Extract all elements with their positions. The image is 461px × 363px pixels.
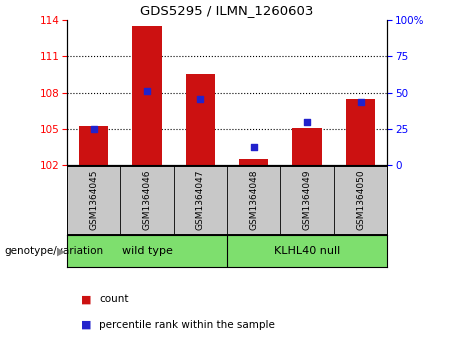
Bar	[346, 99, 375, 165]
Text: ▶: ▶	[57, 246, 65, 256]
Text: ■: ■	[81, 294, 91, 305]
Text: GSM1364046: GSM1364046	[142, 170, 152, 230]
Title: GDS5295 / ILMN_1260603: GDS5295 / ILMN_1260603	[140, 4, 314, 17]
Text: GSM1364047: GSM1364047	[196, 170, 205, 230]
Text: GSM1364048: GSM1364048	[249, 170, 258, 230]
Bar	[132, 26, 162, 165]
Bar	[292, 128, 322, 165]
Point	[143, 89, 151, 94]
Text: GSM1364049: GSM1364049	[302, 170, 312, 230]
Text: genotype/variation: genotype/variation	[5, 246, 104, 256]
Text: count: count	[99, 294, 129, 305]
Text: KLHL40 null: KLHL40 null	[274, 246, 340, 256]
Text: GSM1364050: GSM1364050	[356, 170, 365, 231]
Bar	[239, 159, 268, 165]
Text: percentile rank within the sample: percentile rank within the sample	[99, 320, 275, 330]
Point	[250, 144, 257, 150]
Text: GSM1364045: GSM1364045	[89, 170, 98, 230]
Point	[357, 99, 364, 105]
Point	[303, 119, 311, 125]
Bar	[186, 74, 215, 165]
Text: ■: ■	[81, 320, 91, 330]
Bar	[79, 126, 108, 165]
Point	[197, 96, 204, 102]
Text: wild type: wild type	[122, 246, 172, 256]
Point	[90, 126, 97, 132]
